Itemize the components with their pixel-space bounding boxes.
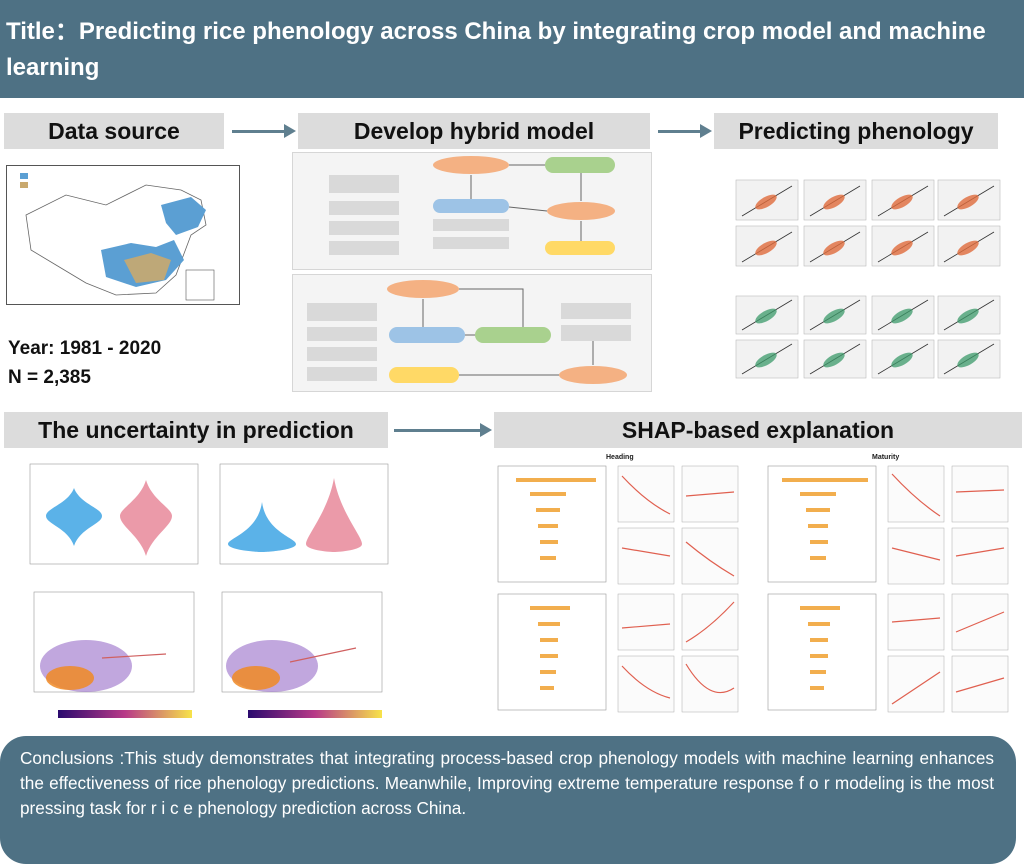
hybrid-model-diagram-top bbox=[292, 152, 652, 270]
year-range: Year: 1981 - 2020 bbox=[8, 338, 162, 359]
section-data-source: Data source bbox=[4, 113, 224, 149]
uncertainty-scatter-figures bbox=[6, 586, 390, 724]
section-predicting: Predicting phenology bbox=[714, 113, 998, 149]
shap-heading-label: Heading bbox=[606, 454, 634, 461]
poster-title: Title：Predicting rice phenology across C… bbox=[6, 18, 986, 81]
hybrid-model-diagram-bottom bbox=[292, 274, 652, 392]
title-banner: Title：Predicting rice phenology across C… bbox=[0, 0, 1024, 98]
arrow-uncertainty-to-shap bbox=[394, 423, 492, 437]
china-map-figure bbox=[6, 165, 240, 305]
shap-maturity-panel: Maturity bbox=[756, 452, 1018, 722]
arrow-datasource-to-model bbox=[232, 124, 296, 138]
sample-count: N = 2,385 bbox=[8, 367, 91, 388]
shap-heading-panel: Heading bbox=[486, 452, 748, 722]
arrow-model-to-predict bbox=[658, 124, 712, 138]
conclusion-box: Conclusions :This study demonstrates tha… bbox=[0, 736, 1016, 864]
uncertainty-violin-figures bbox=[6, 452, 390, 582]
section-develop-model: Develop hybrid model bbox=[298, 113, 650, 149]
section-uncertainty: The uncertainty in prediction bbox=[4, 412, 388, 448]
shap-maturity-label: Maturity bbox=[872, 454, 900, 461]
predicting-heading-grid bbox=[710, 150, 1010, 280]
section-shap: SHAP-based explanation bbox=[494, 412, 1022, 448]
predicting-maturity-grid bbox=[710, 286, 1010, 390]
conclusion-text: Conclusions :This study demonstrates tha… bbox=[20, 748, 994, 818]
